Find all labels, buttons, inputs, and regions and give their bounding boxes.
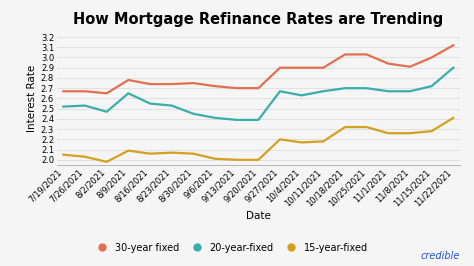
- 30-year fixed: [364, 53, 369, 56]
- 15-year-fixed: [104, 160, 109, 163]
- 20-year-fixed: [212, 116, 218, 119]
- 20-year-fixed: [342, 87, 348, 90]
- 15-year-fixed: [429, 130, 435, 133]
- 15-year-fixed: [191, 152, 196, 155]
- 30-year fixed: [320, 66, 326, 69]
- 15-year-fixed: [61, 153, 66, 156]
- 20-year-fixed: [169, 104, 174, 107]
- 20-year-fixed: [407, 90, 413, 93]
- 30-year fixed: [191, 81, 196, 85]
- 20-year-fixed: [320, 90, 326, 93]
- Line: 20-year-fixed: 20-year-fixed: [64, 68, 453, 120]
- 15-year-fixed: [364, 126, 369, 129]
- 15-year-fixed: [234, 158, 239, 161]
- Text: credible: credible: [420, 251, 460, 261]
- 30-year fixed: [169, 82, 174, 86]
- Title: How Mortgage Refinance Rates are Trending: How Mortgage Refinance Rates are Trendin…: [73, 12, 444, 27]
- 15-year-fixed: [147, 152, 153, 155]
- Y-axis label: Interest Rate: Interest Rate: [27, 65, 36, 132]
- 15-year-fixed: [385, 132, 391, 135]
- 20-year-fixed: [429, 85, 435, 88]
- 20-year-fixed: [126, 92, 131, 95]
- 30-year fixed: [147, 82, 153, 86]
- 15-year-fixed: [82, 155, 88, 158]
- 15-year-fixed: [342, 126, 348, 129]
- Line: 30-year fixed: 30-year fixed: [64, 45, 453, 93]
- 30-year fixed: [342, 53, 348, 56]
- Legend: 30-year fixed, 20-year-fixed, 15-year-fixed: 30-year fixed, 20-year-fixed, 15-year-fi…: [89, 239, 372, 257]
- 30-year fixed: [385, 62, 391, 65]
- 20-year-fixed: [277, 90, 283, 93]
- 15-year-fixed: [320, 140, 326, 143]
- 30-year fixed: [126, 78, 131, 82]
- 20-year-fixed: [104, 110, 109, 113]
- 30-year fixed: [61, 90, 66, 93]
- 30-year fixed: [407, 65, 413, 68]
- 20-year-fixed: [364, 87, 369, 90]
- 30-year fixed: [299, 66, 304, 69]
- 30-year fixed: [212, 85, 218, 88]
- 20-year-fixed: [255, 118, 261, 122]
- 30-year fixed: [234, 87, 239, 90]
- 15-year-fixed: [450, 116, 456, 119]
- 30-year fixed: [82, 90, 88, 93]
- 30-year fixed: [277, 66, 283, 69]
- 20-year-fixed: [82, 104, 88, 107]
- 30-year fixed: [429, 56, 435, 59]
- 15-year-fixed: [212, 157, 218, 160]
- 15-year-fixed: [277, 138, 283, 141]
- 30-year fixed: [450, 44, 456, 47]
- 30-year fixed: [104, 92, 109, 95]
- Line: 15-year-fixed: 15-year-fixed: [64, 118, 453, 162]
- 20-year-fixed: [147, 102, 153, 105]
- 20-year-fixed: [191, 112, 196, 115]
- 15-year-fixed: [126, 149, 131, 152]
- 20-year-fixed: [450, 66, 456, 69]
- 20-year-fixed: [299, 94, 304, 97]
- 30-year fixed: [255, 87, 261, 90]
- 15-year-fixed: [299, 141, 304, 144]
- 15-year-fixed: [407, 132, 413, 135]
- 15-year-fixed: [255, 158, 261, 161]
- 20-year-fixed: [385, 90, 391, 93]
- 20-year-fixed: [234, 118, 239, 122]
- X-axis label: Date: Date: [246, 211, 271, 221]
- 20-year-fixed: [61, 105, 66, 108]
- 15-year-fixed: [169, 151, 174, 154]
